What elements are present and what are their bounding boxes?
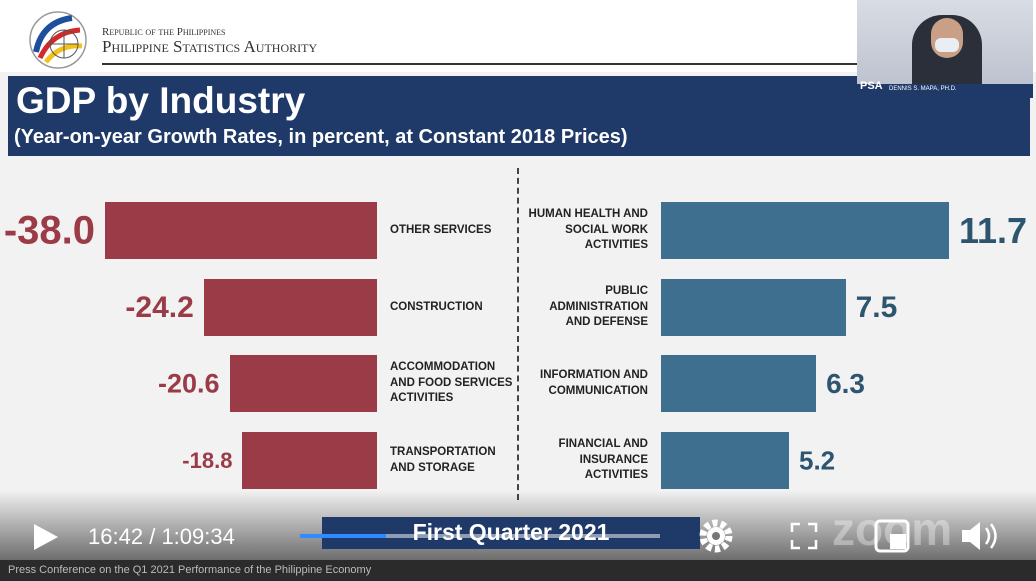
video-caption: Press Conference on the Q1 2021 Performa… bbox=[8, 564, 372, 576]
value-label: -20.6 bbox=[158, 368, 220, 398]
progress-played bbox=[300, 534, 387, 538]
value-label: 5.2 bbox=[799, 445, 836, 475]
bar bbox=[242, 432, 377, 489]
bar bbox=[203, 279, 377, 336]
current-time: 16:42 bbox=[88, 524, 144, 549]
value-label: 11.7 bbox=[959, 209, 1028, 251]
value-label: -24.2 bbox=[125, 290, 194, 324]
value-label: 6.3 bbox=[826, 367, 865, 399]
total-time: 1:09:34 bbox=[161, 524, 235, 549]
psa-badge: PSA bbox=[860, 80, 883, 92]
slide-subtitle: (Year-on-year Growth Rates, in percent, … bbox=[14, 126, 628, 148]
republic-text: Republic of the Philippines bbox=[102, 26, 226, 38]
settings-button[interactable] bbox=[696, 516, 736, 556]
header-rule bbox=[102, 63, 857, 65]
value-label: -18.8 bbox=[182, 447, 233, 473]
category-label: CONSTRUCTION bbox=[390, 300, 483, 313]
bar bbox=[661, 279, 846, 336]
webcam: PSA Dennis S. Mapa, Ph.D. bbox=[857, 0, 1033, 98]
category-label: PUBLIC ADMINISTRATION AND DEFENSE bbox=[549, 285, 648, 329]
category-label: FINANCIAL AND INSURANCE ACTIVITIES bbox=[558, 438, 648, 482]
fullscreen-button[interactable] bbox=[788, 520, 820, 552]
bar bbox=[229, 355, 377, 412]
category-label: OTHER SERVICES bbox=[390, 223, 492, 236]
category-label: HUMAN HEALTH AND SOCIAL WORK ACTIVITIES bbox=[528, 208, 648, 252]
bar bbox=[661, 355, 817, 412]
caption-bar bbox=[0, 560, 1036, 581]
category-label: TRANSPORTATION AND STORAGE bbox=[390, 446, 496, 474]
bar bbox=[105, 202, 377, 259]
bar bbox=[661, 432, 789, 489]
value-label: 7.5 bbox=[855, 290, 898, 324]
agency-text: Philippine Statistics Authority bbox=[102, 37, 318, 56]
bar bbox=[661, 202, 949, 259]
volume-button[interactable] bbox=[958, 518, 1004, 554]
value-label: -38.0 bbox=[3, 208, 95, 252]
slide-title: GDP by Industry bbox=[16, 80, 306, 121]
category-label: INFORMATION AND COMMUNICATION bbox=[540, 369, 648, 397]
banner-text: First Quarter 2021 bbox=[412, 519, 610, 545]
time-separator: / bbox=[149, 524, 156, 549]
category-label: ACCOMMODATION AND FOOD SERVICES ACTIVITI… bbox=[390, 361, 513, 405]
play-button[interactable] bbox=[32, 522, 60, 552]
psa-logo bbox=[29, 11, 87, 69]
mask bbox=[935, 38, 959, 52]
name-bar bbox=[857, 84, 1033, 98]
divider bbox=[517, 168, 519, 500]
progress-track[interactable] bbox=[300, 534, 660, 538]
pip-button[interactable] bbox=[874, 518, 912, 554]
banner bbox=[322, 517, 700, 549]
time-display: 16:42 / 1:09:34 bbox=[88, 524, 235, 550]
presenter-name: Dennis S. Mapa, Ph.D. bbox=[889, 86, 957, 92]
